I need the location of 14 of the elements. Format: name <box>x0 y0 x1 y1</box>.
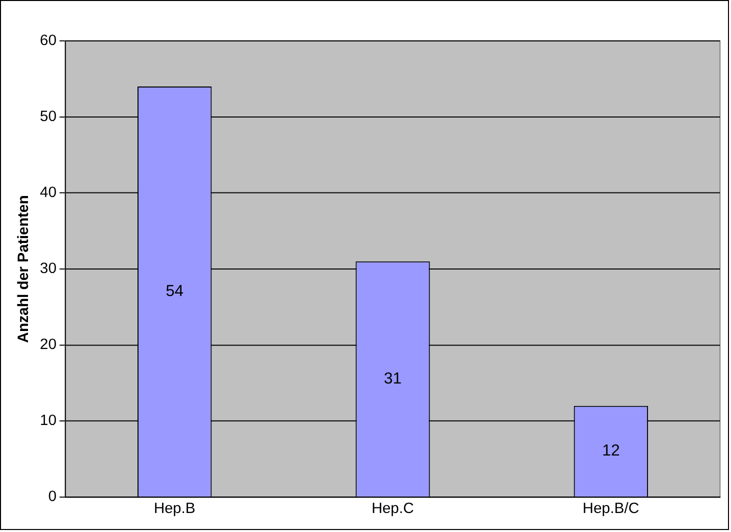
x-tick-label: Hep.C <box>372 500 414 518</box>
x-tick-label: Hep.B <box>154 500 196 518</box>
x-tick-label: Hep.B/C <box>582 500 640 518</box>
y-tick-label: 0 <box>48 488 57 506</box>
y-axis-title: Anzahl der Patienten <box>15 195 32 343</box>
data-label: 31 <box>384 370 402 388</box>
y-tick-label: 30 <box>40 260 57 278</box>
y-tick-label: 50 <box>40 108 57 126</box>
y-tick-label: 20 <box>40 336 57 354</box>
y-tick-label: 40 <box>40 184 57 202</box>
y-tick-label: 60 <box>40 32 57 49</box>
y-tick-label: 10 <box>40 412 57 430</box>
data-label: 12 <box>602 442 620 460</box>
data-label: 54 <box>166 282 184 300</box>
